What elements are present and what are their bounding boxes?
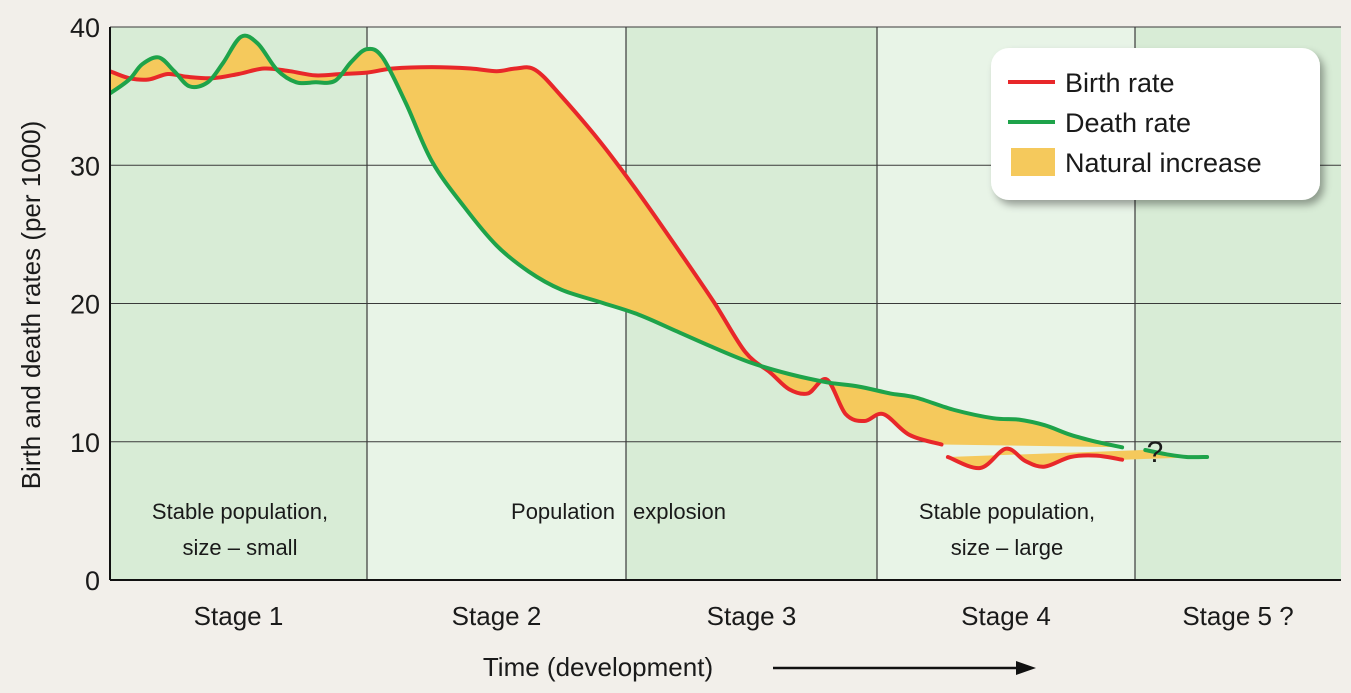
legend-item-natural-increase: Natural increase bbox=[1011, 148, 1262, 178]
stage-notes: Stable population, size – small Population… bbox=[152, 499, 1095, 560]
stage-label-3: Stage 3 bbox=[707, 601, 797, 631]
legend-item-death-rate: Death rate bbox=[1008, 108, 1191, 138]
stage-label-2: Stage 2 bbox=[452, 601, 542, 631]
y-tick-labels: 0 10 20 30 40 bbox=[70, 13, 100, 596]
x-axis-arrow bbox=[773, 661, 1036, 675]
stage-label-4: Stage 4 bbox=[961, 601, 1051, 631]
x-axis-label: Time (development) bbox=[483, 652, 713, 682]
gridlines bbox=[110, 26, 1341, 580]
stage-note-4-line-1: Stable population, bbox=[919, 499, 1095, 524]
birth-rate-line-segment-2 bbox=[945, 446, 1125, 471]
natural-increase-area-stage5 bbox=[947, 448, 1208, 469]
legend-box bbox=[991, 48, 1320, 200]
series-lines bbox=[110, 33, 1210, 471]
legend-item-birth-rate: Birth rate bbox=[1008, 68, 1175, 98]
axes bbox=[109, 27, 1341, 581]
y-axis-label: Birth and death rates (per 1000) bbox=[16, 121, 46, 490]
question-mark-annotation: ? bbox=[1147, 436, 1164, 469]
stage-note-3-line-1: explosion bbox=[633, 499, 726, 524]
legend-swatch-natural-increase bbox=[1011, 148, 1055, 176]
natural-increase-area bbox=[110, 35, 1123, 448]
death-rate-line-segment-2 bbox=[1143, 448, 1210, 460]
stage-labels: Stage 1 Stage 2 Stage 3 Stage 4 Stage 5 ? bbox=[194, 601, 1294, 631]
legend-label-death-rate: Death rate bbox=[1065, 108, 1191, 138]
y-tick-label-20: 20 bbox=[70, 290, 100, 320]
y-tick-label-10: 10 bbox=[70, 428, 100, 458]
legend-label-birth-rate: Birth rate bbox=[1065, 68, 1175, 98]
legend-label-natural-increase: Natural increase bbox=[1065, 148, 1262, 178]
stage-note-1-line-1: Stable population, bbox=[152, 499, 328, 524]
death-rate-line-segment-1 bbox=[110, 33, 1125, 450]
stage-note-4-line-2: size – large bbox=[951, 535, 1064, 560]
stage-note-2-line-1: Population bbox=[511, 499, 615, 524]
stage-label-5: Stage 5 ? bbox=[1182, 601, 1293, 631]
y-tick-label-30: 30 bbox=[70, 151, 100, 181]
stage-note-1-line-2: size – small bbox=[183, 535, 298, 560]
y-tick-label-0: 0 bbox=[85, 566, 100, 596]
y-tick-label-40: 40 bbox=[70, 13, 100, 43]
stage-label-1: Stage 1 bbox=[194, 601, 284, 631]
legend: Birth rate Death rate Natural increase bbox=[991, 48, 1320, 200]
